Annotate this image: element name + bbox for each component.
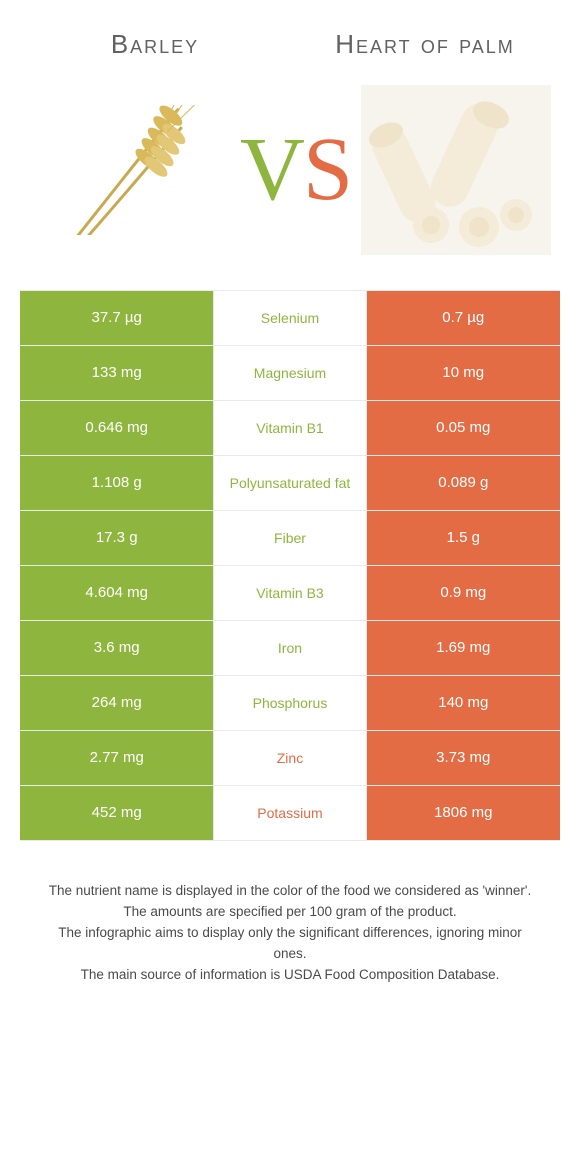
nutrient-label: Zinc	[214, 731, 365, 785]
title-row: Barley Heart of palm	[20, 20, 560, 80]
left-value: 4.604 mg	[20, 566, 214, 620]
right-value: 0.089 g	[366, 456, 560, 510]
left-value: 37.7 µg	[20, 291, 214, 345]
left-value: 2.77 mg	[20, 731, 214, 785]
footer-line: The infographic aims to display only the…	[40, 923, 540, 965]
nutrient-label: Polyunsaturated fat	[214, 456, 365, 510]
table-row: 0.646 mgVitamin B10.05 mg	[20, 401, 560, 456]
left-value: 452 mg	[20, 786, 214, 840]
table-row: 264 mgPhosphorus140 mg	[20, 676, 560, 731]
nutrient-label: Fiber	[214, 511, 365, 565]
table-row: 1.108 gPolyunsaturated fat0.089 g	[20, 456, 560, 511]
nutrient-label: Vitamin B3	[214, 566, 365, 620]
barley-image	[30, 80, 230, 260]
right-value: 140 mg	[366, 676, 560, 730]
footer-notes: The nutrient name is displayed in the co…	[20, 841, 560, 986]
right-value: 10 mg	[366, 346, 560, 400]
vs-s: S	[303, 120, 351, 219]
nutrient-label: Potassium	[214, 786, 365, 840]
table-row: 2.77 mgZinc3.73 mg	[20, 731, 560, 786]
nutrient-label: Iron	[214, 621, 365, 675]
nutrient-label: Vitamin B1	[214, 401, 365, 455]
right-value: 1806 mg	[366, 786, 560, 840]
footer-line: The amounts are specified per 100 gram o…	[40, 902, 540, 923]
nutrient-table: 37.7 µgSelenium0.7 µg133 mgMagnesium10 m…	[20, 290, 560, 841]
nutrient-label: Selenium	[214, 291, 365, 345]
left-value: 264 mg	[20, 676, 214, 730]
right-value: 1.69 mg	[366, 621, 560, 675]
right-value: 0.7 µg	[366, 291, 560, 345]
right-value: 0.9 mg	[366, 566, 560, 620]
right-title: Heart of palm	[320, 30, 530, 60]
right-value: 0.05 mg	[366, 401, 560, 455]
table-row: 3.6 mgIron1.69 mg	[20, 621, 560, 676]
left-value: 1.108 g	[20, 456, 214, 510]
table-row: 4.604 mgVitamin B30.9 mg	[20, 566, 560, 621]
left-value: 3.6 mg	[20, 621, 214, 675]
nutrient-label: Phosphorus	[214, 676, 365, 730]
nutrient-label: Magnesium	[214, 346, 365, 400]
left-title: Barley	[50, 30, 260, 60]
palm-image	[361, 80, 551, 260]
footer-line: The main source of information is USDA F…	[40, 965, 540, 986]
left-value: 0.646 mg	[20, 401, 214, 455]
table-row: 37.7 µgSelenium0.7 µg	[20, 291, 560, 346]
barley-icon	[30, 105, 230, 235]
footer-line: The nutrient name is displayed in the co…	[40, 881, 540, 902]
left-value: 133 mg	[20, 346, 214, 400]
heart-of-palm-icon	[361, 85, 551, 255]
vs-v: V	[240, 120, 303, 219]
table-row: 17.3 gFiber1.5 g	[20, 511, 560, 566]
left-value: 17.3 g	[20, 511, 214, 565]
image-row: VS	[20, 80, 560, 290]
right-value: 1.5 g	[366, 511, 560, 565]
table-row: 452 mgPotassium1806 mg	[20, 786, 560, 841]
vs-label: VS	[240, 118, 351, 221]
right-value: 3.73 mg	[366, 731, 560, 785]
table-row: 133 mgMagnesium10 mg	[20, 346, 560, 401]
